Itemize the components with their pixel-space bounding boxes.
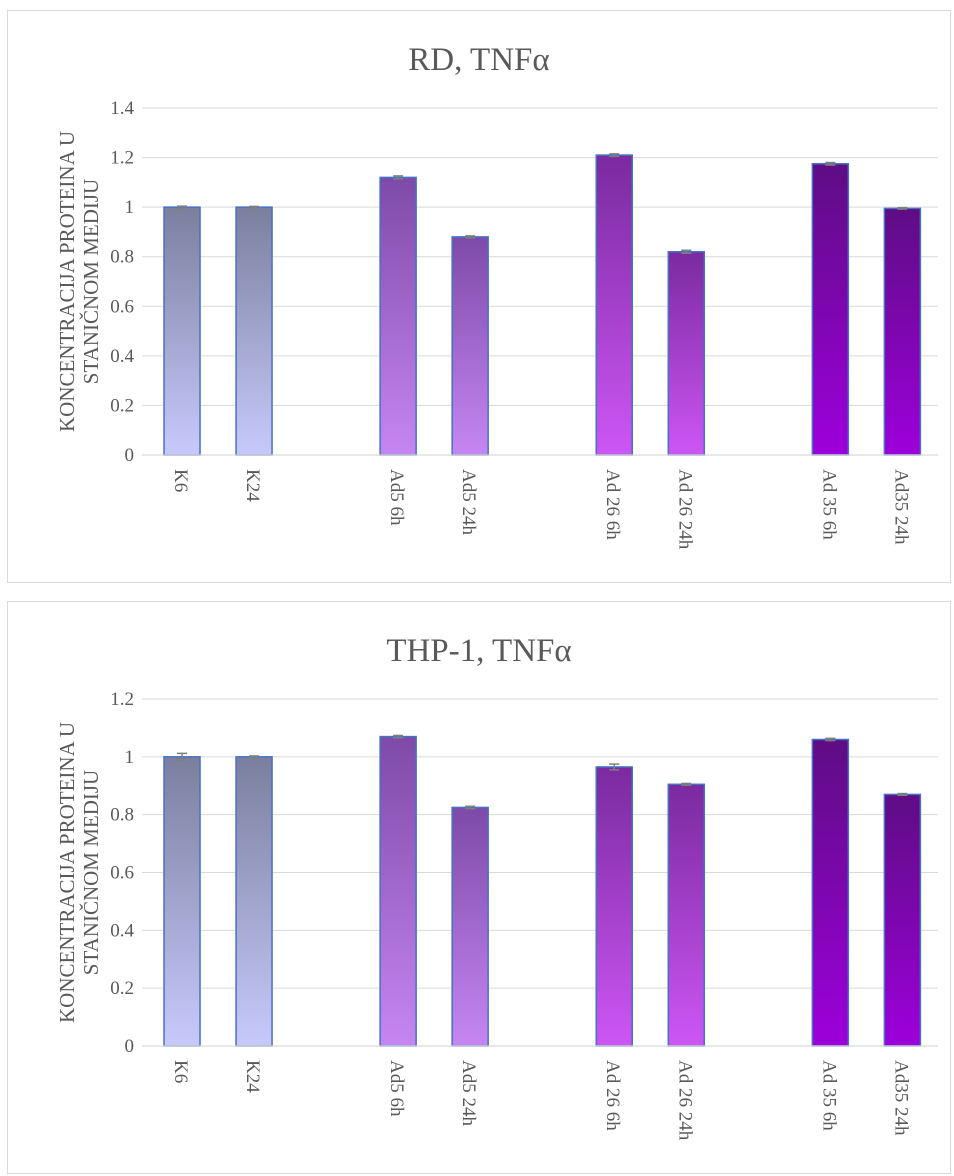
error-bar <box>249 205 260 209</box>
error-bar <box>681 249 692 254</box>
bar <box>235 206 273 456</box>
error-bar <box>393 734 404 739</box>
y-tick-label: 0.8 <box>110 247 134 268</box>
error-bar <box>897 792 908 797</box>
y-tick-label: 0.4 <box>110 346 134 367</box>
error-bar <box>465 805 476 810</box>
y-tick-label: 0.6 <box>110 863 134 884</box>
y-tick-label: 0.2 <box>110 395 134 416</box>
x-tick-label: Ad 26 6h <box>602 1060 623 1131</box>
bar <box>595 154 633 456</box>
x-tick-label: Ad 26 6h <box>602 469 623 540</box>
y-axis-label-line: STANIČNOM MEDIJU <box>79 179 103 384</box>
error-bar <box>825 737 836 742</box>
y-tick-label: 0 <box>125 1036 135 1057</box>
x-tick-label: Ad5 6h <box>386 469 407 526</box>
x-tick-label: Ad5 6h <box>386 1060 407 1117</box>
error-bar <box>465 235 476 239</box>
y-tick-label: 0.8 <box>110 805 134 826</box>
x-tick-label: Ad35 24h <box>890 469 911 545</box>
bar <box>811 738 850 1047</box>
x-tick-label: Ad 26 24h <box>674 1060 695 1141</box>
x-tick-label: K24 <box>242 1060 263 1093</box>
bar <box>667 251 706 456</box>
x-tick-label: Ad35 24h <box>890 1060 911 1136</box>
error-bar <box>609 153 620 158</box>
y-tick-label: 1.2 <box>110 689 134 710</box>
y-axis-label-line: KONCENTRACIJA PROTEINA U <box>55 131 79 432</box>
y-tick-label: 1 <box>125 747 135 768</box>
error-bar <box>177 205 188 209</box>
y-tick-label: 1 <box>125 197 135 218</box>
error-bar <box>177 752 188 762</box>
bar <box>451 236 489 456</box>
y-tick-label: 0.4 <box>110 920 134 941</box>
x-tick-label: Ad5 24h <box>458 469 479 535</box>
x-tick-label: Ad 35 6h <box>818 469 839 540</box>
x-tick-label: K6 <box>170 1060 191 1083</box>
bar <box>379 176 417 456</box>
chart-rd-tnfa-svg: RD, TNFα KONCENTRACIJA PROTEINA U STANIČNO… <box>55 42 938 550</box>
y-axis-label-line: KONCENTRACIJA PROTEINA U <box>55 722 79 1023</box>
y-tick-label: 0.6 <box>110 296 134 317</box>
error-bar <box>393 175 404 180</box>
y-tick-label: 0 <box>125 445 135 466</box>
chart-thp1-tnfa: THP-1, TNFα KONCENTRACIJA PROTEINA U STANI… <box>7 601 951 1174</box>
bar <box>883 793 922 1047</box>
y-tick-label: 1.2 <box>110 148 134 169</box>
bar <box>883 207 922 456</box>
bar <box>163 756 201 1047</box>
bar <box>163 206 201 456</box>
bar <box>451 806 489 1047</box>
error-bar <box>681 782 692 786</box>
bar <box>811 163 850 456</box>
error-bar <box>897 206 908 210</box>
chart-title: THP-1, TNFα <box>386 633 571 669</box>
bar <box>595 766 633 1047</box>
x-tick-label: Ad 26 24h <box>674 469 695 550</box>
y-tick-label: 1.4 <box>110 98 134 119</box>
x-tick-label: K6 <box>170 469 191 492</box>
bar <box>235 756 273 1047</box>
x-tick-label: Ad5 24h <box>458 1060 479 1126</box>
y-axis-label-line: STANIČNOM MEDIJU <box>79 770 103 975</box>
x-tick-label: K24 <box>242 469 263 502</box>
error-bar <box>825 161 836 166</box>
chart-rd-tnfa: RD, TNFα KONCENTRACIJA PROTEINA U STANIČNO… <box>7 10 951 583</box>
error-bar <box>249 755 260 759</box>
y-axis-label: KONCENTRACIJA PROTEINA U STANIČNOM MEDIJU <box>55 131 103 432</box>
chart-thp1-tnfa-svg: THP-1, TNFα KONCENTRACIJA PROTEINA U STANI… <box>55 633 938 1141</box>
y-axis-label: KONCENTRACIJA PROTEINA U STANIČNOM MEDIJU <box>55 722 103 1023</box>
bar <box>379 735 417 1047</box>
bar <box>667 783 706 1047</box>
x-tick-label: Ad 35 6h <box>818 1060 839 1131</box>
chart-title: RD, TNFα <box>408 42 549 78</box>
y-tick-label: 0.2 <box>110 978 134 999</box>
error-bar <box>609 763 620 771</box>
